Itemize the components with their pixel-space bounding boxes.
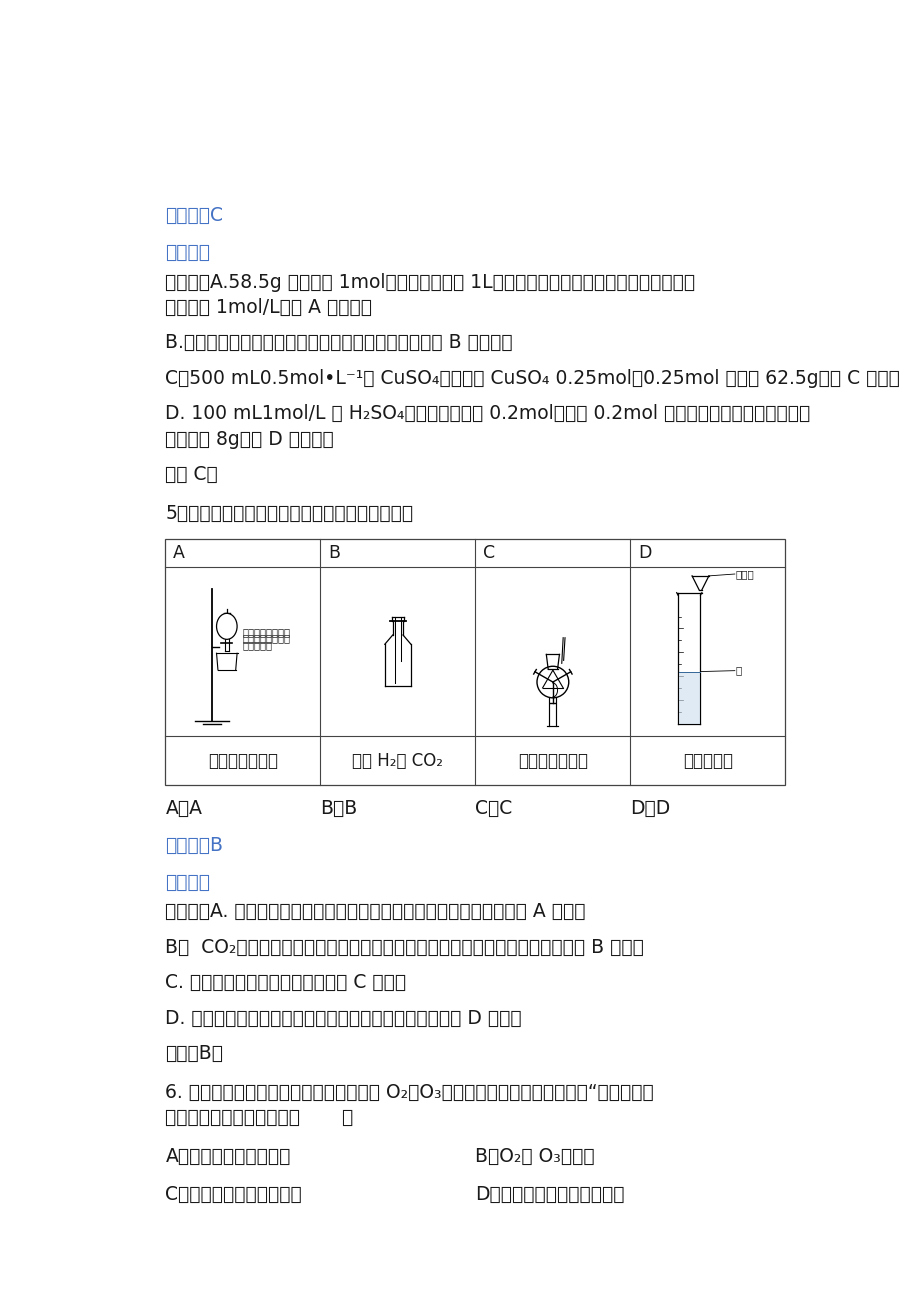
Text: 收集 H₂或 CO₂: 收集 H₂或 CO₂	[352, 751, 443, 769]
Ellipse shape	[216, 613, 237, 639]
Text: C．两种气体的分子数相等: C．两种气体的分子数相等	[165, 1185, 301, 1204]
Text: 稀释浓硫酸: 稀释浓硫酸	[682, 751, 732, 769]
Text: 【解析】: 【解析】	[165, 874, 210, 892]
Text: B．  CO₂可用向上排空气法，长进短出，氢气可用向下排空气法，短进长出，故 B 正确；: B． CO₂可用向上排空气法，长进短出，氢气可用向下排空气法，短进长出，故 B …	[165, 937, 643, 957]
Text: 【答案】B: 【答案】B	[165, 836, 223, 855]
Text: 先加入碘水，然后: 先加入碘水，然后	[243, 626, 290, 637]
Text: 静置、分液: 静置、分液	[243, 639, 273, 650]
Text: 高温锻烧石灰石: 高温锻烧石灰石	[517, 751, 587, 769]
Text: 5．如图所示实验设计能达到相应的实验目的的是: 5．如图所示实验设计能达到相应的实验目的的是	[165, 504, 413, 522]
Text: A．两种气体的压强相等: A．两种气体的压强相等	[165, 1147, 290, 1165]
Text: C．500 mL0.5mol•L⁻¹的 CuSO₄溶液含有 CuSO₄ 0.25mol，0.25mol 胆矾是 62.5g，故 C 正确；: C．500 mL0.5mol•L⁻¹的 CuSO₄溶液含有 CuSO₄ 0.25…	[165, 368, 900, 388]
Text: 浓硫酸: 浓硫酸	[735, 569, 754, 579]
Text: 从碘水中萦取碘: 从碘水中萦取碘	[208, 751, 278, 769]
Text: B: B	[328, 544, 340, 562]
Text: C: C	[482, 544, 494, 562]
Text: 水: 水	[735, 665, 742, 676]
Text: B．B: B．B	[320, 799, 357, 818]
Text: A．A: A．A	[165, 799, 202, 818]
Text: C．C: C．C	[475, 799, 512, 818]
Bar	[678, 672, 699, 724]
Text: 故选 C。: 故选 C。	[165, 465, 218, 484]
Bar	[165, 539, 785, 785]
Text: B.取出部分溶液不会影响剩余溶液的物质的量浓度，故 B 不正确；: B.取出部分溶液不会影响剩余溶液的物质的量浓度，故 B 不正确；	[165, 333, 513, 353]
Text: 浓度不是 1mol/L，故 A 不正确；: 浓度不是 1mol/L，故 A 不正确；	[165, 298, 372, 316]
Text: 故选：B。: 故选：B。	[165, 1044, 223, 1062]
Text: B．O₂比 O₃质量小: B．O₂比 O₃质量小	[475, 1147, 595, 1165]
Text: D．D: D．D	[630, 799, 670, 818]
Text: D．两种气体的氧原子数相等: D．两种气体的氧原子数相等	[475, 1185, 624, 1204]
Text: C. 在坝埚中锻烧时，不用搅拌，故 C 错误；: C. 在坝埚中锻烧时，不用搅拌，故 C 错误；	[165, 973, 406, 992]
Text: D: D	[638, 544, 651, 562]
Text: A: A	[173, 544, 185, 562]
Text: D. 量筒只能用于量取溶液，不能在量筒中稀释浓硫酸，故 D 错误。: D. 量筒只能用于量取溶液，不能在量筒中稀释浓硫酸，故 D 错误。	[165, 1009, 521, 1027]
Text: 加入酒精，振荡、: 加入酒精，振荡、	[243, 633, 290, 643]
Text: D. 100 mL1mol/L 的 H₂SO₄溶液含有氢离子 0.2mol，需要 0.2mol 氢氧根离子来中和，因此需要: D. 100 mL1mol/L 的 H₂SO₄溶液含有氢离子 0.2mol，需要…	[165, 404, 810, 423]
Text: 【答案】C: 【答案】C	[165, 206, 223, 225]
Text: 氢氧化钓 8g，故 D 不正确。: 氢氧化钓 8g，故 D 不正确。	[165, 430, 334, 449]
Text: 等时，下列说法正确的是（       ）: 等时，下列说法正确的是（ ）	[165, 1108, 353, 1128]
Text: 【详解】A.58.5g 氯化钓是 1mol，溶剂的体积是 1L，加入溶质后体积变大，因此其物质的量: 【详解】A.58.5g 氯化钓是 1mol，溶剂的体积是 1L，加入溶质后体积变…	[165, 272, 695, 292]
Text: 6. 在体积相同的两个密用容器中分别充满 O₂、O₃气体，当这两个容器内温度和“气体密度相: 6. 在体积相同的两个密用容器中分别充满 O₂、O₃气体，当这两个容器内温度和“…	[165, 1082, 653, 1101]
Text: 【解析】: 【解析】	[165, 243, 210, 262]
Text: 【详解】A. 酒精与水混溢，不能用于萦取剂，一般用苯或四氯化碳，故 A 错误；: 【详解】A. 酒精与水混溢，不能用于萦取剂，一般用苯或四氯化碳，故 A 错误；	[165, 902, 585, 922]
